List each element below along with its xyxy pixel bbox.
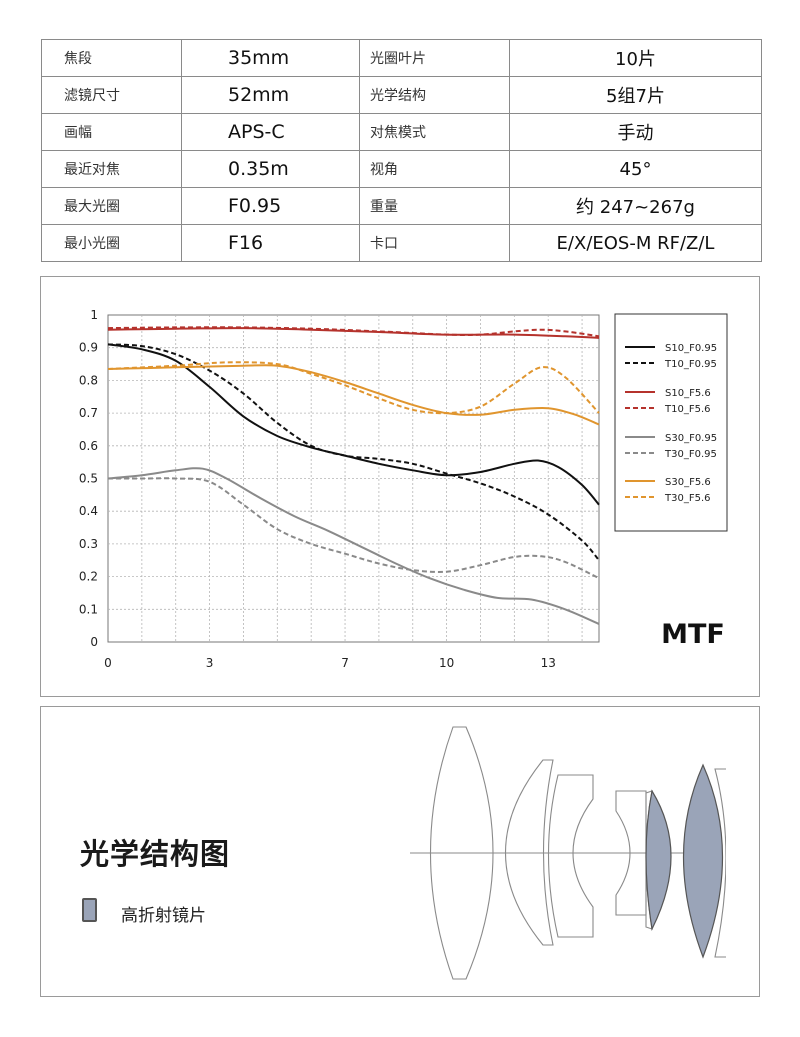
y-tick-label: 0.2 bbox=[79, 570, 98, 584]
y-tick-label: 0.7 bbox=[79, 406, 98, 420]
series-line-s10-f5-6 bbox=[107, 327, 600, 339]
y-tick-label: 0.1 bbox=[79, 602, 98, 616]
series-line-t10-f5-6 bbox=[107, 326, 600, 338]
spec-value: 0.35m bbox=[181, 150, 360, 188]
spec-value: 52mm bbox=[181, 76, 360, 114]
optics-title: 光学结构图 bbox=[80, 837, 231, 871]
lens-diagram bbox=[410, 726, 726, 980]
series-line-t30-f5-6 bbox=[107, 361, 600, 415]
lens-element-8 bbox=[714, 768, 726, 958]
spec-label: 焦段 bbox=[41, 39, 182, 77]
y-tick-label: 0.3 bbox=[79, 537, 98, 551]
spec-label: 滤镜尺寸 bbox=[41, 76, 182, 114]
x-tick-label: 3 bbox=[206, 656, 214, 670]
spec-value: 35mm bbox=[181, 39, 360, 77]
series-line-s10-f0-95 bbox=[107, 343, 600, 506]
spec-value: F0.95 bbox=[181, 187, 360, 225]
spec-label: 最近对焦 bbox=[41, 150, 182, 188]
spec-value: F16 bbox=[181, 224, 360, 262]
spec-value: APS-C bbox=[181, 113, 360, 151]
spec-row: 焦段 35mm 光圈叶片 10片 bbox=[41, 39, 762, 77]
optics-panel: 光学结构图 高折射镜片 bbox=[40, 706, 760, 997]
legend-entry: S30_F5.6 bbox=[665, 477, 711, 488]
spec-label: 重量 bbox=[359, 187, 510, 225]
spec-row: 最大光圈 F0.95 重量约 247~267g bbox=[41, 187, 762, 225]
legend-box bbox=[614, 313, 728, 532]
spec-row: 最近对焦 0.35m 视角 45° bbox=[41, 150, 762, 188]
x-tick-label: 7 bbox=[341, 656, 349, 670]
y-tick-label: 0.8 bbox=[79, 373, 98, 387]
spec-label: 画幅 bbox=[41, 113, 182, 151]
legend-entry: T30_F0.95 bbox=[664, 449, 717, 460]
series-line-t30-f0-95 bbox=[108, 477, 600, 580]
spec-row: 滤镜尺寸 52mm 光学结构 5组7片 bbox=[41, 76, 762, 114]
chart-title: MTF bbox=[661, 619, 725, 650]
x-tick-label: 13 bbox=[541, 656, 556, 670]
lens-element-1 bbox=[430, 726, 494, 980]
y-tick-label: 1 bbox=[90, 308, 98, 322]
series-line-s30-f5-6 bbox=[107, 364, 600, 426]
spec-value: E/X/EOS-M RF/Z/L bbox=[509, 224, 762, 262]
lens-element-3 bbox=[548, 774, 594, 938]
x-tick-label: 10 bbox=[439, 656, 454, 670]
spec-label: 对焦模式 bbox=[359, 113, 510, 151]
spec-value: 45° bbox=[509, 150, 762, 188]
spec-value: 手动 bbox=[509, 113, 762, 151]
spec-table-body: 焦段 35mm 光圈叶片 10片 滤镜尺寸 52mm 光学结构 5组7片 画幅 APS-C 对焦模式… bbox=[41, 39, 762, 262]
legend-entry: T30_F5.6 bbox=[664, 493, 711, 504]
lens-element-7-high-refraction bbox=[682, 763, 724, 959]
y-tick-label: 0 bbox=[90, 635, 98, 649]
spec-label: 卡口 bbox=[359, 224, 510, 262]
spec-label: 光圈叶片 bbox=[359, 39, 510, 77]
mtf-chart-panel: 0 0.1 0.2 0.3 0.4 0.5 0.6 0.7 0.8 0.9 1 0 3 7 10 13 S10_… bbox=[40, 276, 760, 697]
spec-value: 10片 bbox=[509, 39, 762, 77]
mtf-chart: 00.10.20.30.40.50.60.70.80.910 3 7 10 13S10_… bbox=[79, 308, 728, 670]
spec-row: 画幅 APS-C 对焦模式 手动 bbox=[41, 113, 762, 151]
legend-entry: S30_F0.95 bbox=[665, 433, 717, 444]
high-refraction-swatch bbox=[82, 898, 97, 922]
spec-label: 最大光圈 bbox=[41, 187, 182, 225]
high-refraction-label: 高折射镜片 bbox=[121, 906, 206, 926]
lens-element-2 bbox=[505, 759, 554, 946]
series-line-s30-f0-95 bbox=[107, 467, 600, 625]
spec-row: 最小光圈 F16 卡口 E/X/EOS-M RF/Z/L bbox=[41, 224, 762, 262]
legend-entry: S10_F0.95 bbox=[665, 343, 717, 354]
legend-entry: T10_F0.95 bbox=[664, 359, 717, 370]
spec-label: 光学结构 bbox=[359, 76, 510, 114]
lens-element-6-high-refraction bbox=[645, 789, 672, 931]
spec-label: 最小光圈 bbox=[41, 224, 182, 262]
spec-value: 约 247~267g bbox=[509, 187, 762, 225]
y-tick-label: 0.6 bbox=[79, 439, 98, 453]
y-tick-label: 0.5 bbox=[79, 472, 98, 486]
spec-value: 5组7片 bbox=[509, 76, 762, 114]
spec-label: 视角 bbox=[359, 150, 510, 188]
spec-table: 焦段 35mm 光圈叶片 10片 滤镜尺寸 52mm 光学结构 5组7片 画幅 APS-C 对焦模式… bbox=[41, 39, 762, 262]
legend-entry: T10_F5.6 bbox=[664, 404, 711, 415]
legend-entry: S10_F5.6 bbox=[665, 388, 711, 399]
y-tick-label: 0.9 bbox=[79, 341, 98, 355]
x-tick-label: 0 bbox=[104, 656, 112, 670]
lens-element-4 bbox=[615, 790, 647, 916]
y-tick-label: 0.4 bbox=[79, 504, 98, 518]
